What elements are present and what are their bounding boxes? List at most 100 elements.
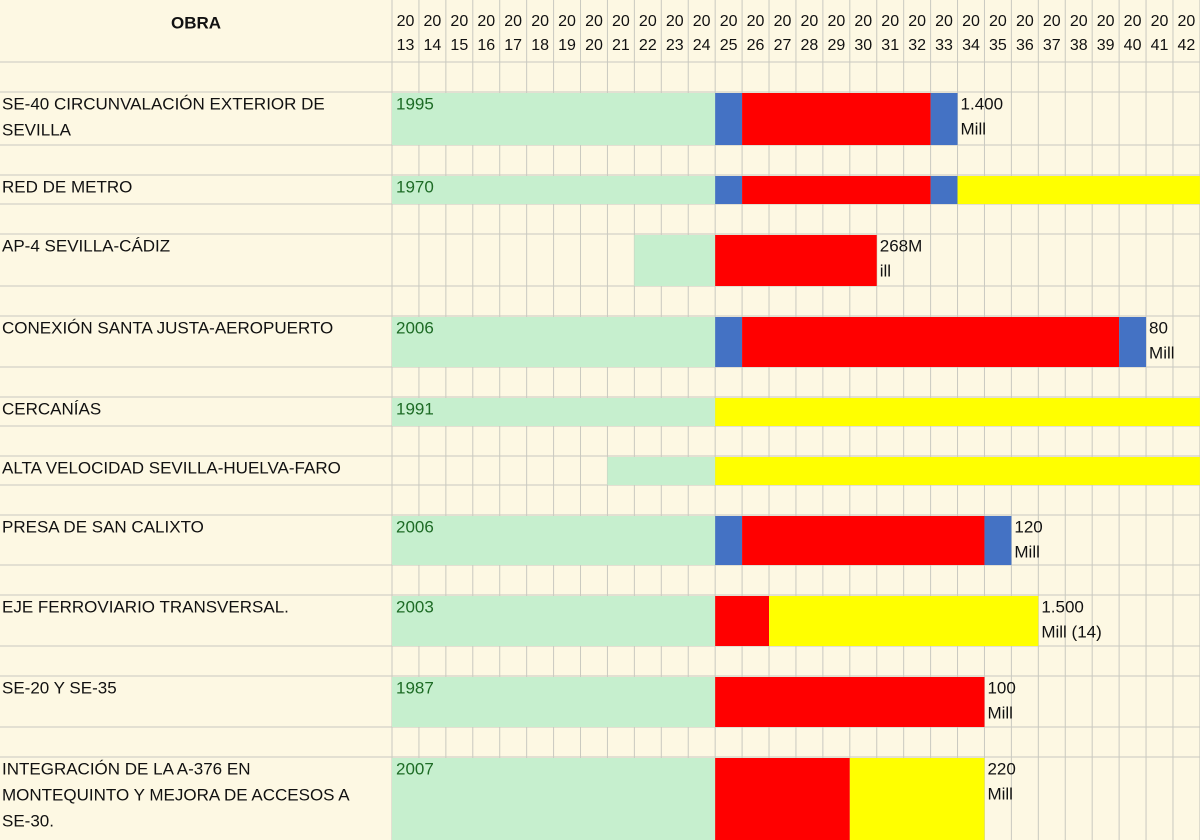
bar-segment [392, 93, 716, 145]
year-decade: 22 [639, 37, 657, 54]
year-decade: 34 [962, 37, 980, 54]
start-year: 1991 [396, 399, 434, 418]
year-century: 20 [693, 13, 711, 30]
bar-segment [742, 176, 931, 204]
year-decade: 20 [585, 37, 603, 54]
bar-segment [769, 596, 1039, 646]
bar-segment [1119, 317, 1147, 367]
year-century: 20 [1178, 13, 1196, 30]
year-century: 20 [908, 13, 926, 30]
year-decade: 19 [558, 37, 576, 54]
obra-name: CONEXIÓN SANTA JUSTA-AEROPUERTO [2, 318, 333, 337]
bar-segment [957, 176, 1200, 204]
year-century: 20 [558, 13, 576, 30]
bar-segment [392, 398, 716, 426]
bar-segment [392, 176, 716, 204]
obra-name: RED DE METRO [2, 177, 132, 196]
year-century: 20 [531, 13, 549, 30]
obra-name: SE-40 CIRCUNVALACIÓN EXTERIOR DE [2, 94, 325, 113]
year-decade: 23 [666, 37, 684, 54]
cost-label: 1.500 [1041, 597, 1084, 616]
bars [392, 93, 1200, 840]
start-year: 2006 [396, 318, 434, 337]
obra-name: SE-20 Y SE-35 [2, 678, 117, 697]
header-title: OBRA [171, 13, 221, 32]
start-year: 2007 [396, 759, 434, 778]
cost-label: 1.400 [961, 94, 1004, 113]
start-year: 2006 [396, 517, 434, 536]
bar-segment [715, 93, 743, 145]
start-year: 2003 [396, 597, 434, 616]
start-year: 1970 [396, 177, 434, 196]
year-decade: 39 [1097, 37, 1115, 54]
bar-segment [607, 457, 716, 485]
obra-name: INTEGRACIÓN DE LA A-376 EN [2, 759, 250, 778]
cost-label: 220 [987, 759, 1015, 778]
year-century: 20 [666, 13, 684, 30]
year-century: 20 [477, 13, 495, 30]
year-decade: 27 [774, 37, 792, 54]
bar-segment [715, 235, 877, 286]
bar-segment [849, 758, 985, 840]
cost-label: 268M [880, 236, 923, 255]
year-century: 20 [504, 13, 522, 30]
year-century: 20 [962, 13, 980, 30]
bar-segment [715, 516, 743, 565]
bar-segment [715, 317, 743, 367]
obra-name: EJE FERROVIARIO TRANSVERSAL. [2, 597, 289, 616]
obra-name: ALTA VELOCIDAD SEVILLA-HUELVA-FARO [2, 458, 341, 477]
bar-segment [930, 93, 958, 145]
cost-label: Mill [1014, 542, 1040, 561]
cost-label: 100 [987, 678, 1015, 697]
bar-segment [742, 93, 931, 145]
year-decade: 37 [1043, 37, 1061, 54]
year-century: 20 [827, 13, 845, 30]
bar-segment [392, 758, 716, 840]
bar-segment [392, 317, 716, 367]
year-century: 20 [1043, 13, 1061, 30]
year-century: 20 [397, 13, 415, 30]
year-decade: 31 [881, 37, 899, 54]
year-century: 20 [1124, 13, 1142, 30]
year-decade: 24 [693, 37, 711, 54]
year-decade: 30 [854, 37, 872, 54]
obra-name: SE-30. [2, 811, 54, 830]
year-decade: 16 [477, 37, 495, 54]
obra-name: AP-4 SEVILLA-CÁDIZ [2, 236, 170, 255]
year-decade: 29 [827, 37, 845, 54]
year-decade: 14 [423, 37, 441, 54]
year-century: 20 [585, 13, 603, 30]
year-century: 20 [935, 13, 953, 30]
year-decade: 15 [450, 37, 468, 54]
year-decade: 36 [1016, 37, 1034, 54]
year-century: 20 [450, 13, 468, 30]
year-decade: 42 [1178, 37, 1196, 54]
year-decade: 40 [1124, 37, 1142, 54]
year-century: 20 [1097, 13, 1115, 30]
year-century: 20 [423, 13, 441, 30]
cost-label: Mill [961, 119, 987, 138]
year-decade: 26 [747, 37, 765, 54]
cost-label: Mill (14) [1041, 622, 1101, 641]
year-century: 20 [747, 13, 765, 30]
obra-name: MONTEQUINTO Y MEJORA DE ACCESOS A [2, 785, 350, 804]
bar-segment [715, 176, 743, 204]
year-decade: 17 [504, 37, 522, 54]
year-decade: 18 [531, 37, 549, 54]
bar-segment [634, 235, 716, 286]
year-century: 20 [1016, 13, 1034, 30]
bar-segment [392, 516, 716, 565]
year-century: 20 [720, 13, 738, 30]
start-year: 1987 [396, 678, 434, 697]
year-decade: 38 [1070, 37, 1088, 54]
year-century: 20 [612, 13, 630, 30]
cost-label: Mill [987, 784, 1013, 803]
texts: OBRA 20 13 20 14 20 15 20 16 20 17 20 18 20 19 20 20 20 2… [2, 13, 1195, 830]
bar-segment [715, 758, 850, 840]
cost-label: 80 [1149, 318, 1168, 337]
year-century: 20 [989, 13, 1007, 30]
year-decade: 32 [908, 37, 926, 54]
obra-name: PRESA DE SAN CALIXTO [2, 517, 204, 536]
year-century: 20 [854, 13, 872, 30]
